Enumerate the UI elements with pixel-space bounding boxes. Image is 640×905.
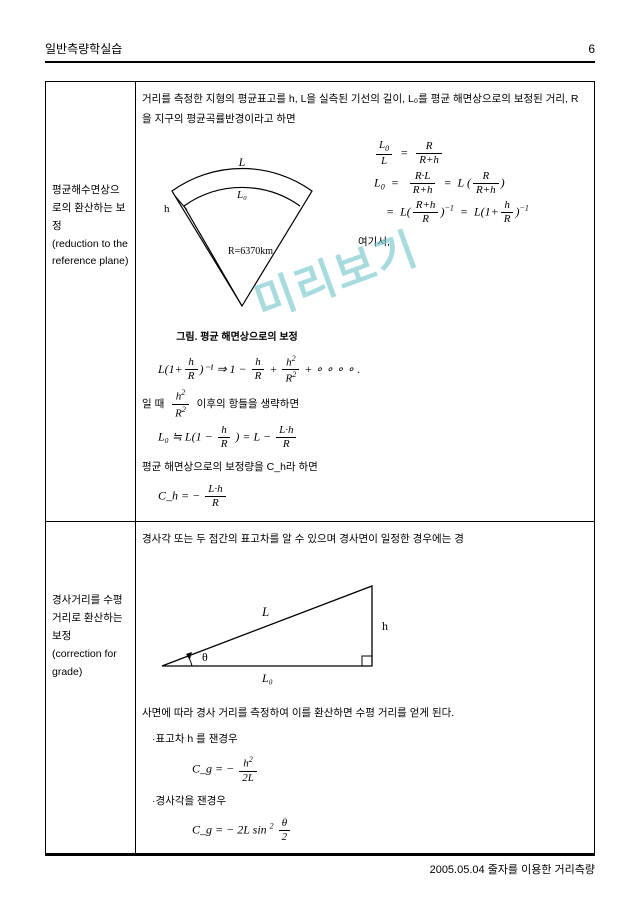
triangle-figure: L h θ L₀ — [142, 566, 402, 686]
page-footer: 2005.05.04 줄자를 이용한 거리측량 — [45, 853, 595, 877]
table-row: 경사거리를 수평거리로 환산하는 보정 (correction for grad… — [46, 522, 595, 855]
row2-text1: 사면에 따라 경사 거리를 측정하여 이를 환산하면 수평 거리를 얻게 된다. — [142, 704, 588, 724]
svg-text:L₀: L₀ — [261, 671, 273, 685]
svg-text:L₀: L₀ — [236, 189, 247, 201]
where-label: 여기서, — [358, 233, 588, 253]
ch-intro: 평균 해면상으로의 보정량을 C_h라 하면 — [142, 458, 588, 478]
cg-eq1: C_g = − h22L — [192, 756, 588, 784]
row2-label: 경사거리를 수평거리로 환산하는 보정 (correction for grad… — [52, 592, 129, 681]
header-title: 일반측량학실습 — [45, 40, 122, 57]
svg-text:R=6370km: R=6370km — [228, 246, 273, 257]
l0-approx-eq: L₀ ≒ L(1 − hR ) = L − L·hR — [158, 425, 588, 450]
row1-label: 평균해수면상으로의 환산하는 보정 (reduction to the refe… — [52, 182, 129, 271]
row1-label-cell: 평균해수면상으로의 환산하는 보정 (reduction to the refe… — [46, 82, 136, 522]
svg-text:L: L — [261, 604, 269, 619]
row1-when: 일 때 h2R2 이후의 항들을 생략하면 — [142, 389, 588, 419]
case1-label: ·표고차 h 를 잰경우 — [152, 730, 588, 750]
ch-eq: C_h = − L·hR — [158, 484, 588, 509]
svg-text:h: h — [382, 619, 388, 633]
svg-text:θ: θ — [202, 650, 208, 664]
arc-caption: 그림. 평균 해면상으로의 보정 — [142, 328, 332, 347]
eq-group-right: L0L = RR+h L0 = R·LR+h = L (RR+h) = L(R+… — [358, 136, 588, 253]
content-table: 평균해수면상으로의 환산하는 보정 (reduction to the refe… — [45, 81, 595, 856]
arc-figure: L L₀ h R=6370km — [142, 136, 342, 316]
page-number: 6 — [588, 42, 595, 56]
row1-intro: 거리를 측정한 지형의 평균표고를 h, L을 실측된 기선의 길이, L₀를 … — [142, 90, 588, 130]
svg-text:L: L — [238, 155, 246, 169]
cg-eq2: C_g = − 2L sin 2 θ2 — [192, 818, 588, 843]
row1-content-cell: 거리를 측정한 지형의 평균표고를 h, L을 실측된 기선의 길이, L₀를 … — [136, 82, 595, 522]
row2-content-cell: 경사각 또는 두 점간의 표고차를 알 수 있으며 경사면이 일정한 경우에는 … — [136, 522, 595, 855]
row2-label-cell: 경사거리를 수평거리로 환산하는 보정 (correction for grad… — [46, 522, 136, 855]
svg-text:h: h — [164, 203, 170, 215]
page-header: 일반측량학실습 6 — [45, 40, 595, 63]
table-row: 평균해수면상으로의 환산하는 보정 (reduction to the refe… — [46, 82, 595, 522]
expansion-eq: L(1+hR)⁻¹ ⇒ 1 − hR + h2R2 + ∘ ∘ ∘ ∘ . — [158, 355, 588, 385]
case2-label: ·경사각을 잰경우 — [152, 792, 588, 812]
row2-intro: 경사각 또는 두 점간의 표고차를 알 수 있으며 경사면이 일정한 경우에는 … — [142, 530, 588, 550]
